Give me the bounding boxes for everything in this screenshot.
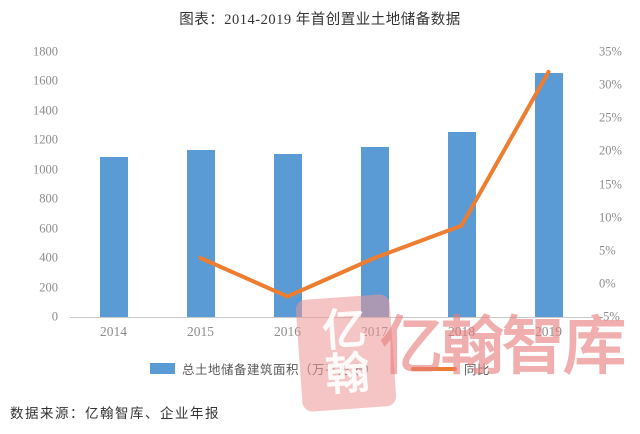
- legend-bar-label: 总土地储备建筑面积（万平方米）: [181, 363, 377, 377]
- plot-area: [70, 52, 592, 318]
- left-axis-tick: 1200: [33, 132, 58, 147]
- right-axis-tick: 0%: [599, 276, 616, 291]
- bar-2015: [186, 150, 215, 317]
- right-axis-tick: 5%: [599, 243, 616, 258]
- x-axis-label-2016: 2016: [274, 324, 301, 339]
- left-axis-tick: 0: [51, 309, 58, 324]
- right-axis-tick: 35%: [599, 44, 622, 59]
- right-axis-tick: 25%: [599, 110, 622, 125]
- right-axis-tick: -5%: [599, 309, 620, 324]
- x-axis-label-2019: 2019: [535, 324, 562, 339]
- x-axis-label-2017: 2017: [361, 324, 388, 339]
- left-axis-tick: 200: [39, 280, 58, 295]
- left-axis-tick: 1400: [33, 103, 58, 118]
- x-axis-label-2014: 2014: [100, 324, 127, 339]
- right-axis-tick: 30%: [599, 77, 622, 92]
- x-axis-label-2015: 2015: [187, 324, 214, 339]
- bar-2019: [534, 73, 563, 317]
- x-axis-label-2018: 2018: [448, 324, 475, 339]
- bar-2014: [99, 156, 128, 317]
- right-axis-ticks: 35% 30% 25% 20% 15% 10% 5% 0% -5%: [599, 45, 639, 324]
- right-axis-tick: 10%: [599, 210, 622, 225]
- yoy-line: [198, 69, 551, 299]
- source-note: 数据来源：亿翰智库、企业年报: [10, 406, 220, 421]
- legend: 总土地储备建筑面积（万平方米） 同比: [0, 359, 640, 378]
- left-axis-tick: 400: [39, 250, 58, 265]
- legend-line-swatch-icon: [411, 366, 457, 371]
- right-axis-tick: 20%: [599, 143, 622, 158]
- left-axis-tick: 800: [39, 191, 58, 206]
- yoy-line-chart: [198, 69, 551, 299]
- left-axis-tick: 1000: [33, 162, 58, 177]
- bar-2016: [273, 153, 302, 317]
- left-axis-tick: 600: [39, 221, 58, 236]
- legend-line-label: 同比: [464, 363, 491, 377]
- left-axis-tick: 1600: [33, 73, 58, 88]
- legend-bar-swatch-icon: [149, 363, 175, 374]
- bar-2017: [360, 147, 389, 317]
- right-axis-tick: 15%: [599, 177, 622, 191]
- x-axis-labels: 2014 2015 2016 2017 2018 2019: [70, 324, 592, 344]
- left-axis-ticks: 1800 1600 1400 1200 1000 800 600 400 200 0: [0, 45, 58, 324]
- left-axis-tick: 1800: [33, 44, 58, 59]
- chart-title: 图表：2014-2019 年首创置业土地储备数据: [179, 12, 461, 28]
